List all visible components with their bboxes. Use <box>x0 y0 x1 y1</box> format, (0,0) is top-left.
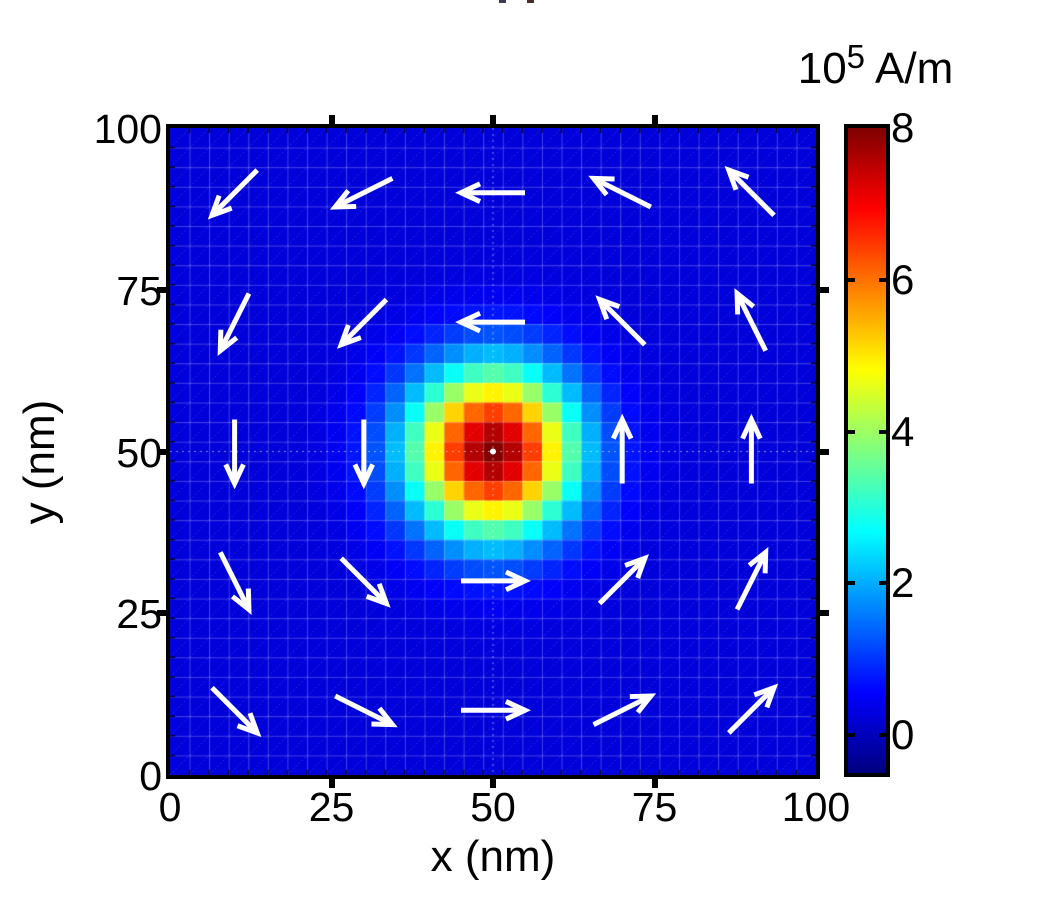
quiver-arrow <box>455 181 525 204</box>
quiver-arrow <box>597 554 650 606</box>
quiver-arrow <box>455 310 525 334</box>
quiver-arrow <box>724 165 776 218</box>
x-tick-label: 100 <box>781 784 851 830</box>
quiver-arrow <box>461 699 531 722</box>
quiver-arrow <box>223 419 246 490</box>
quiver-arrow <box>334 693 398 728</box>
quiver-arrow <box>611 413 634 484</box>
cropped-title-remnant <box>527 0 534 3</box>
quiver-arrow <box>339 556 391 608</box>
axis-major-tick <box>157 286 166 293</box>
colorbar-tick-notch <box>879 581 886 586</box>
x-tick-label: 0 <box>158 784 182 830</box>
y-tick-label: 50 <box>116 429 162 476</box>
quiver-arrow <box>740 413 763 484</box>
quiver-arrow <box>595 295 647 347</box>
plot-area <box>166 124 820 779</box>
axis-major-tick <box>157 610 166 617</box>
colorbar-tick-notch <box>848 581 855 586</box>
y-tick-label: 100 <box>93 106 162 152</box>
quiver-arrow <box>592 693 657 727</box>
quiver-arrow <box>461 569 531 593</box>
axis-major-tick <box>328 779 335 788</box>
colorbar-tick-label: 6 <box>891 255 915 303</box>
y-tick-label: 25 <box>116 591 162 638</box>
x-tick-label: 25 <box>308 784 355 830</box>
colorbar-unit-base: 10 <box>797 44 847 93</box>
quiver-arrow <box>218 551 252 615</box>
quiver-arrow <box>210 685 262 738</box>
axis-major-tick <box>490 779 496 788</box>
x-tick-label: 75 <box>631 784 678 830</box>
quiver-arrow <box>207 168 259 220</box>
axis-major-tick <box>820 448 829 455</box>
y-tick-label: 0 <box>139 753 162 799</box>
quiver-arrow <box>336 297 389 349</box>
y-tick-label: 75 <box>116 267 162 314</box>
colorbar-tick-notch <box>879 277 886 282</box>
colorbar-unit-label: 105 A/m <box>768 38 983 94</box>
axis-major-tick <box>328 115 335 124</box>
vortex-core-dot <box>490 448 496 455</box>
quiver-arrow <box>217 292 252 357</box>
colorbar-tick-notch <box>879 733 886 738</box>
colorbar-tick-notch <box>848 733 855 738</box>
axis-major-tick <box>651 115 658 124</box>
quiver-arrow <box>734 546 769 611</box>
axis-major-tick <box>820 610 829 617</box>
quiver-overlay <box>207 165 779 738</box>
x-tick-label: 50 <box>470 784 516 830</box>
colorbar <box>844 124 890 777</box>
colorbar-tick-label: 0 <box>891 711 915 759</box>
quiver-arrow <box>352 419 375 490</box>
x-axis-label: x (nm) <box>430 832 556 881</box>
quiver-arrow <box>727 683 779 735</box>
axis-major-tick <box>157 448 166 455</box>
axis-major-tick <box>490 115 496 124</box>
colorbar-gradient <box>848 128 886 773</box>
colorbar-tick-label: 4 <box>891 407 915 455</box>
colorbar-tick-label: 8 <box>891 104 915 151</box>
colorbar-unit-suffix: A/m <box>875 44 954 93</box>
colorbar-tick-notch <box>848 277 855 282</box>
colorbar-tick-notch <box>879 429 886 434</box>
colorbar-tick-label: 2 <box>891 559 915 607</box>
quiver-arrow <box>588 175 652 210</box>
colorbar-tick-notch <box>848 429 855 434</box>
colorbar-unit-exponent: 5 <box>846 38 866 75</box>
axis-major-tick <box>820 286 829 293</box>
quiver-arrow <box>734 288 768 352</box>
quiver-arrow <box>329 176 394 210</box>
axis-major-tick <box>651 779 658 788</box>
cropped-title-remnant <box>499 0 506 3</box>
